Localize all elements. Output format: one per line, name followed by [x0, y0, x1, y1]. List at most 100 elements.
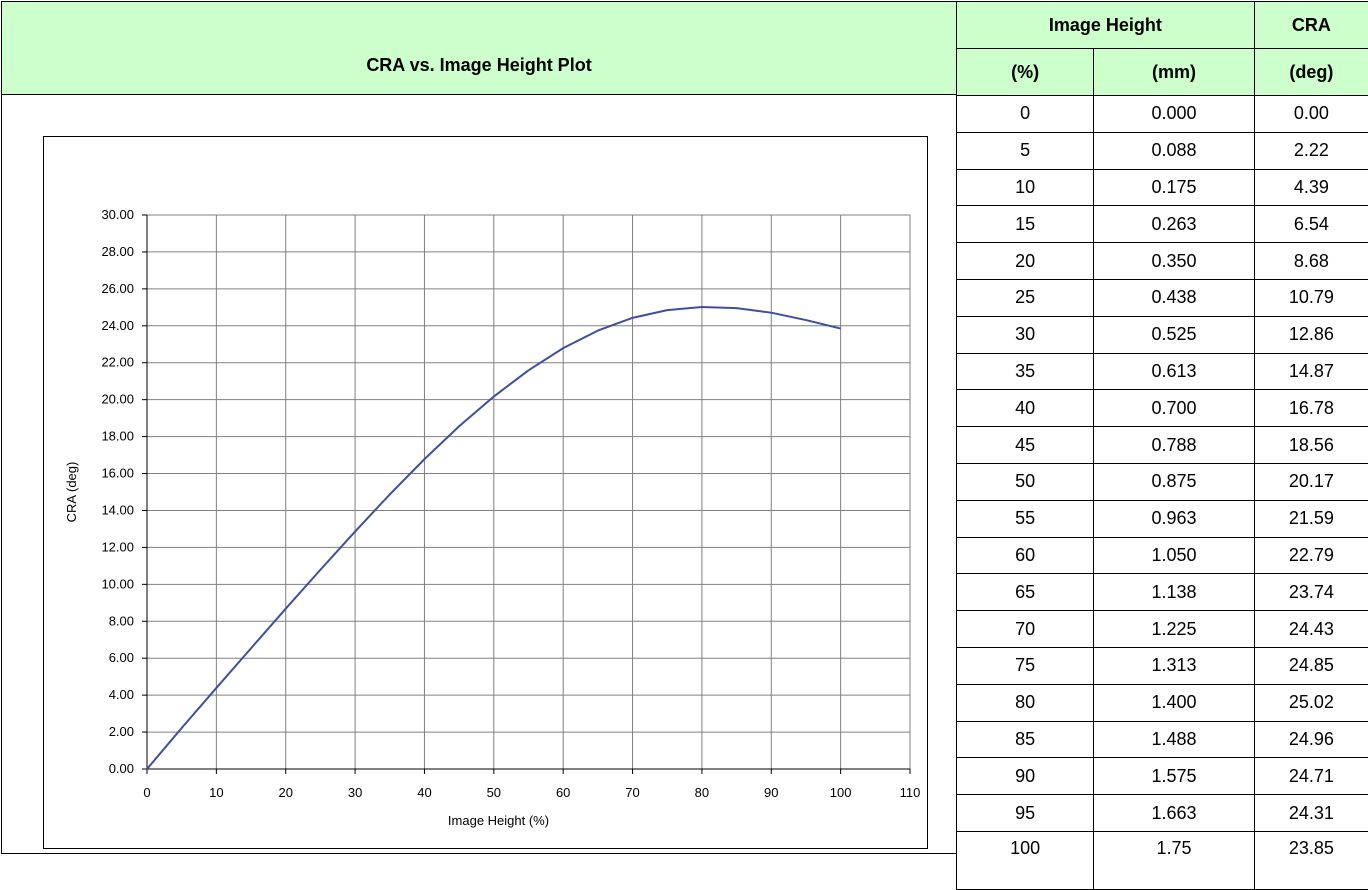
y-tick-label: 4.00 [109, 687, 134, 702]
header-cra: CRA [1254, 2, 1368, 49]
cell-cra-deg: 23.85 [1254, 831, 1368, 889]
cell-cra-deg: 24.43 [1254, 611, 1368, 648]
cell-height-mm: 0.263 [1094, 206, 1254, 243]
cell-height-mm: 0.788 [1094, 427, 1254, 464]
cell-height-mm: 0.525 [1094, 316, 1254, 353]
header-percent-unit: (%) [957, 49, 1094, 96]
y-tick-label: 8.00 [109, 613, 134, 628]
cell-height-mm: 0.700 [1094, 390, 1254, 427]
cell-cra-deg: 24.96 [1254, 721, 1368, 758]
cell-cra-deg: 21.59 [1254, 500, 1368, 537]
x-axis-title: Image Height (%) [448, 813, 549, 828]
y-tick-label: 14.00 [101, 502, 134, 517]
cell-cra-deg: 2.22 [1254, 132, 1368, 169]
y-tick-label: 6.00 [109, 650, 134, 665]
y-tick-label: 24.00 [101, 318, 134, 333]
x-tick-label: 0 [143, 785, 150, 800]
cell-height-percent: 75 [957, 647, 1094, 684]
cell-height-mm: 1.225 [1094, 611, 1254, 648]
header-mm-unit: (mm) [1094, 49, 1254, 96]
cell-height-percent: 95 [957, 795, 1094, 832]
y-axis-title: CRA (deg) [64, 462, 79, 523]
cell-height-mm: 0.350 [1094, 243, 1254, 280]
cell-height-mm: 0.088 [1094, 132, 1254, 169]
y-tick-label: 28.00 [101, 244, 134, 259]
cell-height-percent: 100 [957, 831, 1094, 889]
cell-height-mm: 1.575 [1094, 758, 1254, 795]
cell-cra-deg: 0.00 [1254, 96, 1368, 133]
cell-height-mm: 1.75 [1094, 831, 1254, 889]
cell-height-percent: 80 [957, 684, 1094, 721]
cell-cra-deg: 8.68 [1254, 243, 1368, 280]
cell-height-percent: 60 [957, 537, 1094, 574]
cell-height-percent: 25 [957, 279, 1094, 316]
cell-height-mm: 0.438 [1094, 279, 1254, 316]
cell-cra-deg: 10.79 [1254, 279, 1368, 316]
cell-height-mm: 1.138 [1094, 574, 1254, 611]
cell-height-percent: 5 [957, 132, 1094, 169]
plot-title-header: CRA vs. Image Height Plot [1, 1, 957, 95]
header-deg-unit: (deg) [1254, 49, 1368, 96]
x-tick-label: 90 [764, 785, 778, 800]
x-tick-label: 110 [900, 785, 921, 800]
cell-height-percent: 85 [957, 721, 1094, 758]
cell-height-mm: 1.313 [1094, 647, 1254, 684]
x-tick-label: 100 [830, 785, 852, 800]
cell-height-mm: 0.175 [1094, 169, 1254, 206]
cell-height-percent: 50 [957, 463, 1094, 500]
cell-cra-deg: 24.31 [1254, 795, 1368, 832]
cell-height-percent: 70 [957, 611, 1094, 648]
cell-height-percent: 45 [957, 427, 1094, 464]
y-tick-label: 16.00 [101, 466, 134, 481]
plot-area [147, 215, 910, 769]
cell-cra-deg: 24.85 [1254, 647, 1368, 684]
y-tick-label: 20.00 [101, 392, 134, 407]
x-tick-label: 60 [556, 785, 570, 800]
x-tick-label: 30 [348, 785, 362, 800]
y-tick-label: 2.00 [109, 724, 134, 739]
cell-cra-deg: 22.79 [1254, 537, 1368, 574]
cell-height-percent: 0 [957, 96, 1094, 133]
cell-cra-deg: 24.71 [1254, 758, 1368, 795]
x-tick-label: 70 [625, 785, 639, 800]
cell-cra-deg: 6.54 [1254, 206, 1368, 243]
cell-height-percent: 55 [957, 500, 1094, 537]
page-frame: CRA vs. Image Height Plot 0.00 2.00 4.00 6.… [1, 1, 1365, 854]
cell-height-percent: 10 [957, 169, 1094, 206]
y-tick-label: 30.00 [101, 207, 134, 222]
y-tick-label: 10.00 [101, 576, 134, 591]
x-tick-label: 80 [695, 785, 709, 800]
cell-height-mm: 0.963 [1094, 500, 1254, 537]
y-tick-label: 0.00 [109, 761, 134, 776]
cell-height-mm: 1.488 [1094, 721, 1254, 758]
cell-cra-deg: 16.78 [1254, 390, 1368, 427]
cell-height-mm: 0.875 [1094, 463, 1254, 500]
x-tick-label: 20 [278, 785, 292, 800]
cell-height-percent: 90 [957, 758, 1094, 795]
cell-cra-deg: 23.74 [1254, 574, 1368, 611]
header-image-height: Image Height [957, 2, 1255, 49]
cell-height-percent: 30 [957, 316, 1094, 353]
x-tick-label: 10 [209, 785, 223, 800]
cell-height-mm: 1.400 [1094, 684, 1254, 721]
cell-cra-deg: 12.86 [1254, 316, 1368, 353]
cell-cra-deg: 25.02 [1254, 684, 1368, 721]
